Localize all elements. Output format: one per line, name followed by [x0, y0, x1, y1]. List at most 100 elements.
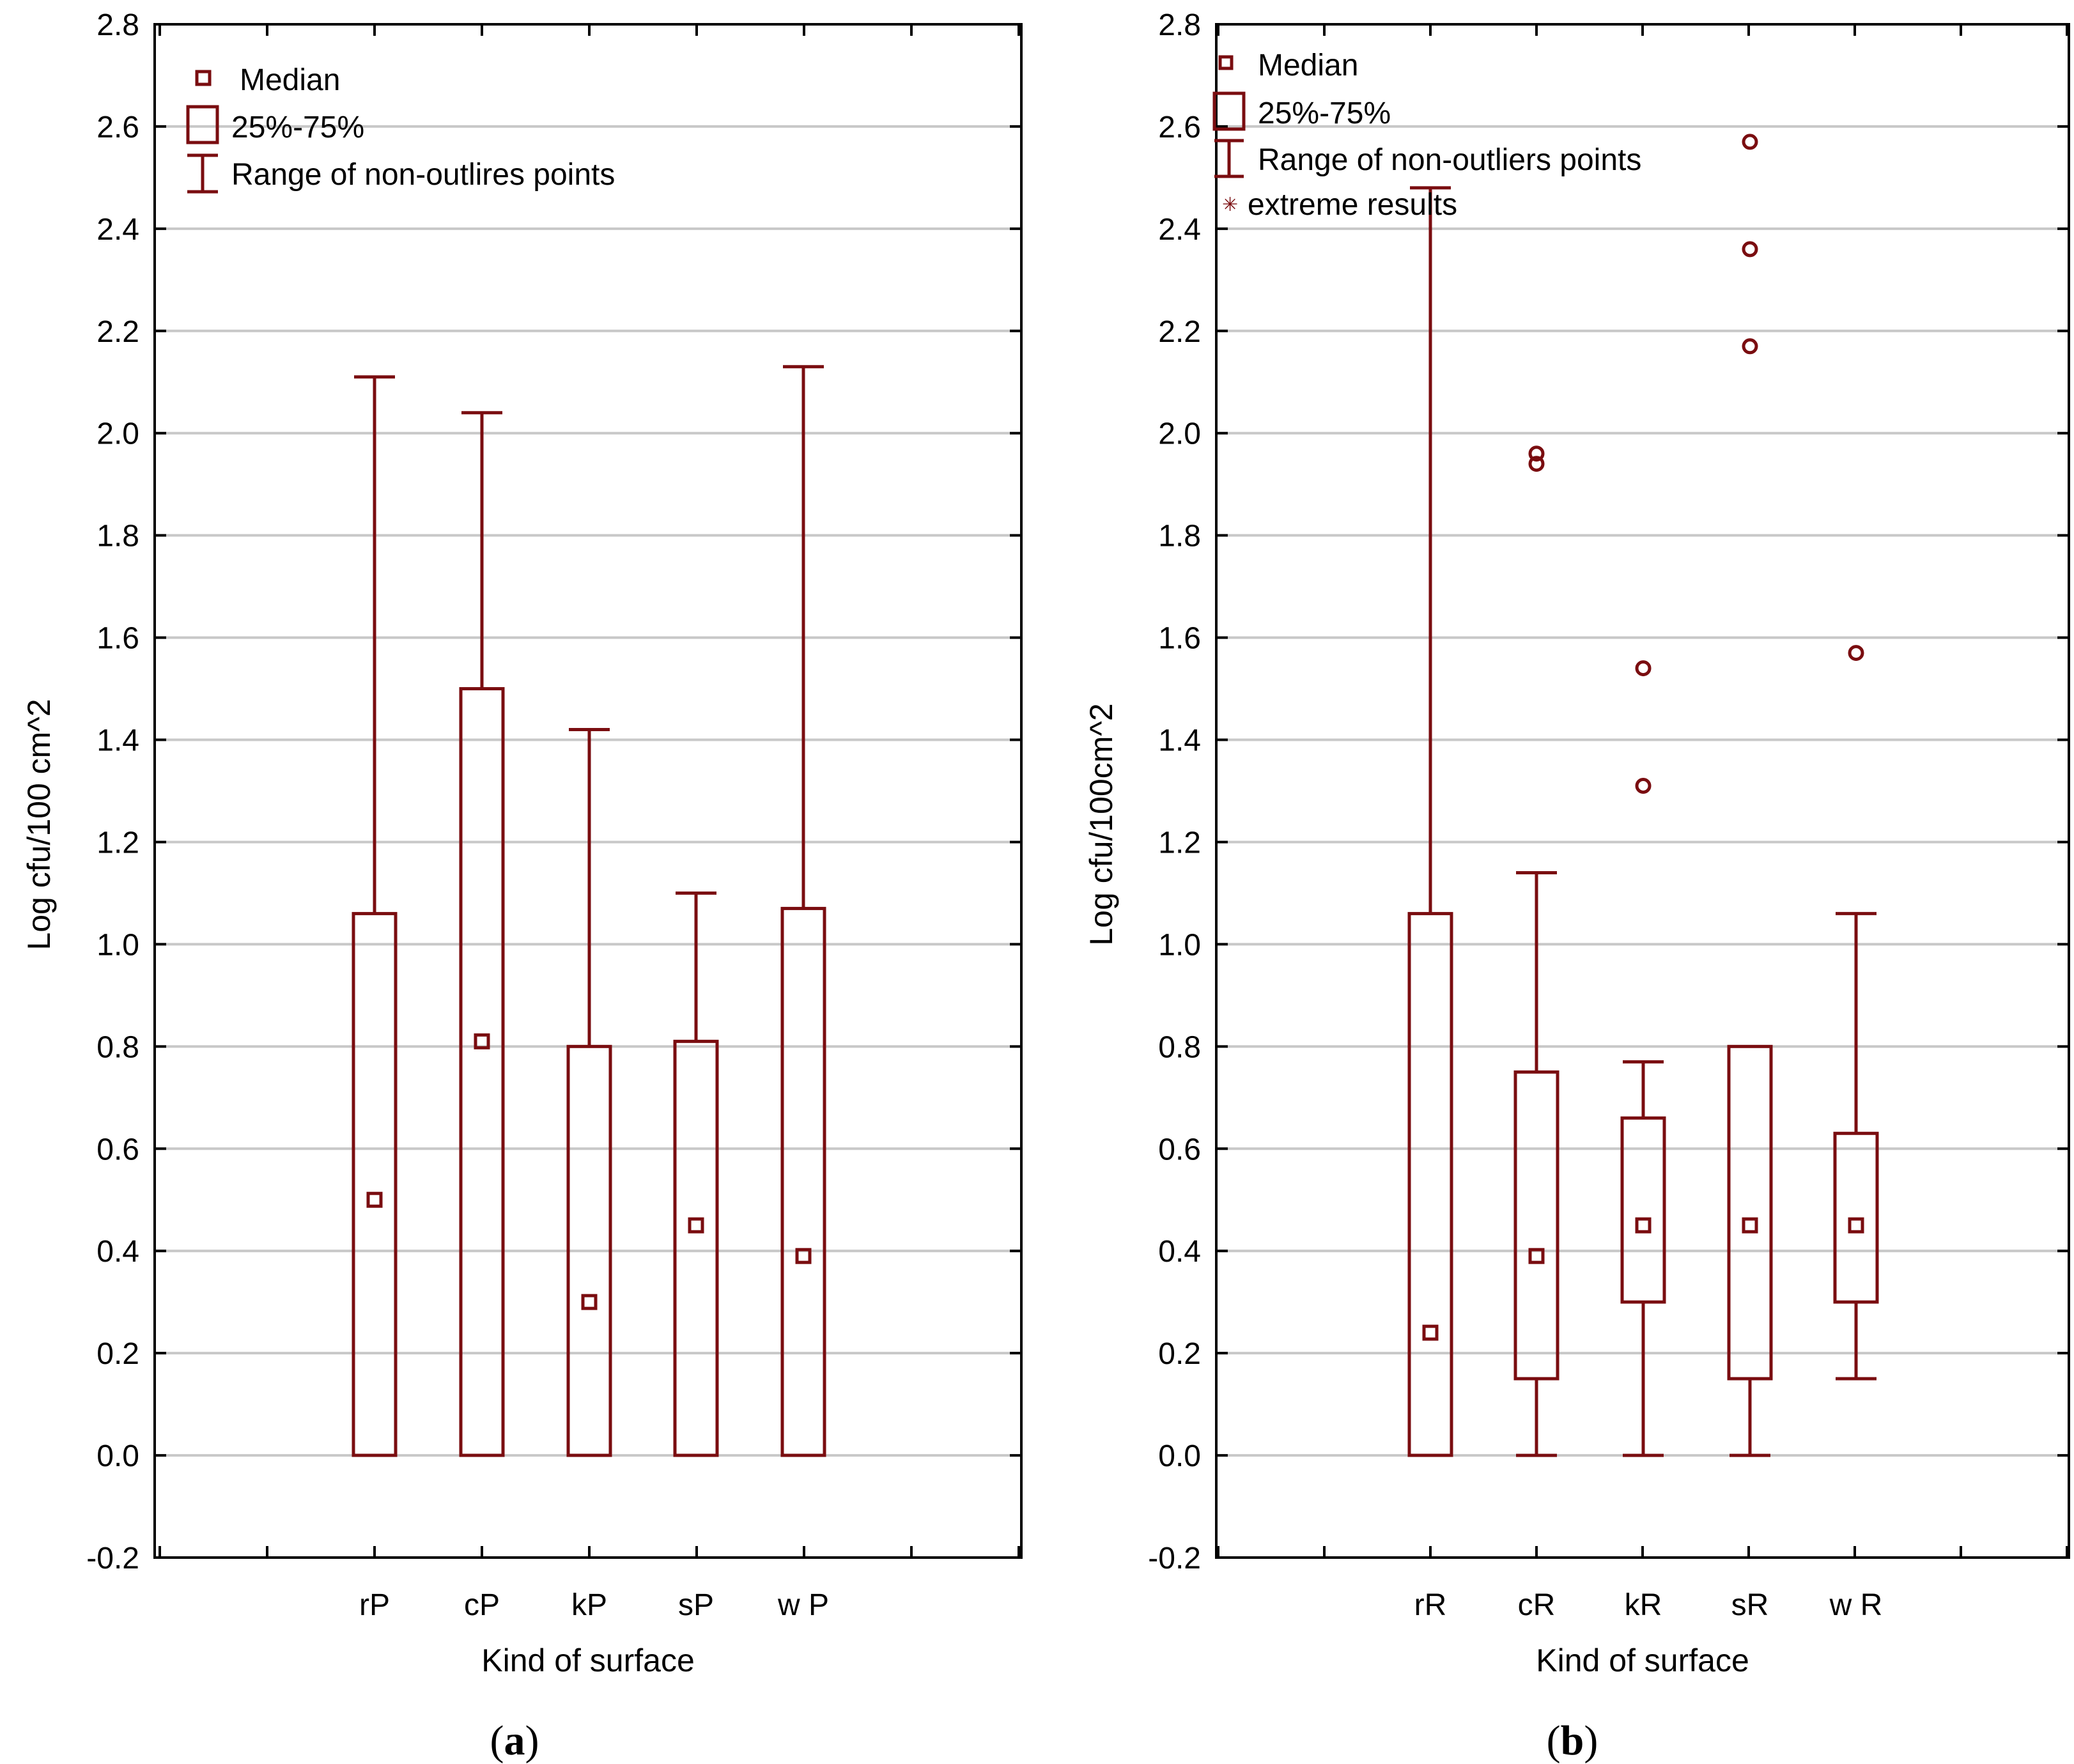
box-kr: [1620, 660, 1666, 1457]
x-axis-categories-b: rR cR kR sR w R: [1414, 1588, 1883, 1622]
boxes-b: [1407, 134, 1879, 1457]
y-tick-label: 2.8: [97, 8, 139, 42]
y-tick-label: -0.2: [1148, 1542, 1201, 1575]
x-category-label: kR: [1625, 1588, 1662, 1622]
iqr-box: [780, 906, 826, 1457]
y-tick-label: 2.6: [1158, 111, 1201, 144]
median-marker: [1422, 1324, 1439, 1341]
box-sp: [673, 891, 719, 1457]
iqr-box: [352, 911, 398, 1457]
outlier-point: [1528, 445, 1545, 462]
y-tick-label: 1.0: [97, 928, 139, 962]
y-tick-label: 0.4: [97, 1235, 139, 1269]
median-marker: [688, 1217, 704, 1234]
outlier-point: [1742, 241, 1758, 258]
y-tick-label: -0.2: [86, 1542, 139, 1575]
legend-range-symbol: [1214, 139, 1244, 178]
y-axis-title-a: Log cfu/100 cm^2: [21, 699, 57, 950]
iqr-box: [1407, 911, 1453, 1457]
x-axis-title-b: Kind of surface: [1536, 1643, 1749, 1678]
y-tick-label: 2.2: [97, 315, 139, 349]
median-marker: [1848, 1217, 1864, 1234]
legend-median-symbol: [195, 70, 212, 86]
y-tick-label: 0.6: [97, 1133, 139, 1166]
legend-range-label: Range of non-outlires points: [231, 158, 615, 192]
panel-letter-a: a: [504, 1717, 525, 1764]
x-category-label: cR: [1518, 1588, 1556, 1622]
y-tick-label: 0.2: [1158, 1337, 1201, 1371]
x-category-label: rR: [1414, 1588, 1447, 1622]
boxes-a: [352, 365, 826, 1457]
y-tick-label: 0.4: [1158, 1235, 1201, 1269]
box-wp: [780, 365, 826, 1457]
iqr-box: [1620, 1116, 1666, 1304]
y-tick-label: 2.8: [1158, 8, 1201, 42]
box-rp: [352, 375, 398, 1457]
y-tick-label: 2.4: [97, 213, 139, 247]
outlier-point: [1528, 456, 1545, 472]
legend-b: Median 25%-75% Range of non-outliers poi…: [1212, 49, 1641, 222]
x-axis-categories-a: rP cP kP sP w P: [359, 1588, 829, 1622]
iqr-box: [1727, 1044, 1773, 1381]
y-tick-label: 2.2: [1158, 315, 1201, 349]
outlier-point: [1742, 338, 1758, 355]
panel-label-b: (b): [1547, 1717, 1598, 1764]
panel-b: 2.8 2.6 2.4 2.2 2.0 1.8 1.6 1.4 1.2 1.0 0.8 0.6 0.4 0…: [1083, 8, 2070, 1764]
median-marker: [581, 1294, 598, 1310]
x-axis-title-a: Kind of surface: [481, 1643, 695, 1678]
box-wr: [1833, 645, 1879, 1381]
box-cr: [1513, 445, 1559, 1457]
median-marker: [1742, 1217, 1758, 1234]
outlier-point: [1635, 778, 1652, 794]
iqr-box: [673, 1039, 719, 1457]
box-cp: [459, 411, 505, 1457]
y-tick-label: 2.0: [1158, 417, 1201, 451]
y-tick-label: 0.8: [1158, 1030, 1201, 1064]
iqr-box: [1833, 1131, 1879, 1304]
y-tick-label: 1.0: [1158, 928, 1201, 962]
legend-box-symbol: [186, 105, 219, 144]
y-tick-label: 0.6: [1158, 1133, 1201, 1166]
legend-median-label: Median: [240, 63, 340, 97]
x-category-label: rP: [359, 1588, 390, 1622]
outlier-point: [1848, 645, 1864, 662]
legend-box-label: 25%-75%: [231, 111, 364, 144]
legend-box-label: 25%-75%: [1258, 97, 1391, 130]
legend-extreme-label: extreme results: [1248, 188, 1457, 222]
y-tick-label: 2.0: [97, 417, 139, 451]
legend-box-symbol: [1212, 91, 1246, 131]
y-tick-label: 1.4: [1158, 724, 1201, 758]
median-marker: [1635, 1217, 1652, 1234]
legend-range-label: Range of non-outliers points: [1258, 143, 1641, 177]
legend-range-symbol: [187, 153, 218, 194]
y-tick-label: 0.0: [1158, 1439, 1201, 1473]
median-marker: [474, 1033, 490, 1049]
y-axis-title-b: Log cfu/100cm^2: [1083, 703, 1119, 945]
median-marker: [795, 1248, 812, 1264]
x-category-label: cP: [464, 1588, 500, 1622]
box-rr: [1407, 186, 1453, 1457]
grid-lines-b: [1216, 125, 2069, 1457]
y-tick-label: 1.8: [97, 520, 139, 553]
y-tick-label: 1.2: [1158, 826, 1201, 860]
y-tick-label: 0.0: [97, 1439, 139, 1473]
box-kp: [566, 728, 612, 1457]
y-tick-label: 0.8: [97, 1030, 139, 1064]
median-marker: [366, 1191, 383, 1208]
y-tick-label: 2.6: [97, 111, 139, 144]
iqr-box: [566, 1044, 612, 1457]
legend-a: Median 25%-75% Range of non-outlires poi…: [186, 63, 615, 194]
x-category-label: sR: [1731, 1588, 1769, 1622]
panel-label-a: (a): [490, 1717, 539, 1764]
panel-letter-b: b: [1561, 1717, 1584, 1764]
y-tick-label: 1.4: [97, 724, 139, 758]
median-marker: [1528, 1248, 1545, 1264]
y-tick-label: 2.4: [1158, 213, 1201, 247]
legend-median-label: Median: [1258, 49, 1358, 82]
y-tick-label: 1.6: [1158, 622, 1201, 656]
legend-median-symbol: [1218, 55, 1234, 70]
iqr-box: [459, 687, 505, 1457]
iqr-box: [1513, 1070, 1559, 1381]
outlier-point: [1742, 134, 1758, 150]
